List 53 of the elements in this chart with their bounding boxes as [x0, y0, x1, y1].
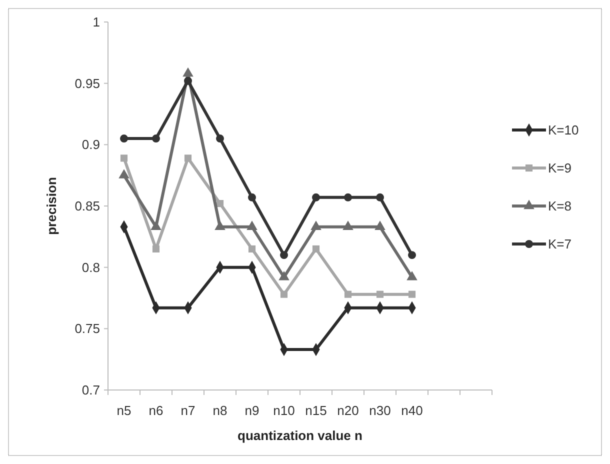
- x-tick-label: n30: [369, 403, 391, 418]
- point: [152, 245, 160, 252]
- point: [152, 134, 160, 143]
- point: [184, 76, 192, 85]
- point: [344, 290, 352, 298]
- x-tick-label: n20: [337, 403, 359, 418]
- x-tick-label: n9: [244, 403, 260, 418]
- y-tick-label: 0.8: [82, 260, 100, 275]
- point: [376, 193, 384, 202]
- point: [408, 251, 416, 260]
- point: [280, 251, 288, 260]
- x-tick-label: n6: [148, 403, 164, 418]
- x-tick-label: n10: [273, 403, 295, 418]
- x-tick-label: n5: [116, 403, 132, 418]
- point: [344, 193, 352, 202]
- point: [406, 270, 418, 280]
- point: [214, 220, 226, 230]
- x-tick-label: n15: [305, 403, 327, 418]
- point: [280, 290, 288, 298]
- point: [342, 220, 354, 230]
- point: [310, 220, 322, 230]
- point: [182, 67, 194, 77]
- x-tick-label: n7: [180, 403, 196, 418]
- point: [408, 290, 416, 298]
- point: [278, 270, 290, 280]
- point: [118, 169, 130, 178]
- point: [376, 290, 384, 298]
- point: [374, 220, 386, 230]
- point: [216, 134, 224, 143]
- point: [216, 200, 224, 208]
- point: [248, 193, 256, 202]
- x-tick-label: n40: [401, 403, 423, 418]
- point: [312, 193, 320, 202]
- y-axis-title: precision: [44, 177, 59, 235]
- point: [312, 245, 320, 252]
- y-tick-label: 0.9: [82, 137, 100, 152]
- point: [246, 220, 258, 230]
- x-tick-label: n8: [212, 403, 228, 418]
- legend-label: K=7: [548, 236, 572, 252]
- y-tick-label: 0.7: [82, 382, 100, 398]
- point: [120, 154, 128, 162]
- point: [248, 245, 256, 252]
- y-tick-label: 0.85: [74, 198, 100, 214]
- point: [150, 220, 162, 230]
- point: [184, 154, 192, 162]
- y-tick-label: 0.75: [74, 321, 100, 336]
- y-tick-label: 0.95: [74, 76, 100, 91]
- x-axis-title: quantization value n: [238, 428, 363, 443]
- legend-label: K=8: [548, 198, 572, 214]
- point: [120, 134, 128, 143]
- legend-label: K=9: [548, 160, 572, 176]
- legend-label: K=10: [548, 122, 579, 138]
- y-tick-label: 1: [92, 14, 100, 30]
